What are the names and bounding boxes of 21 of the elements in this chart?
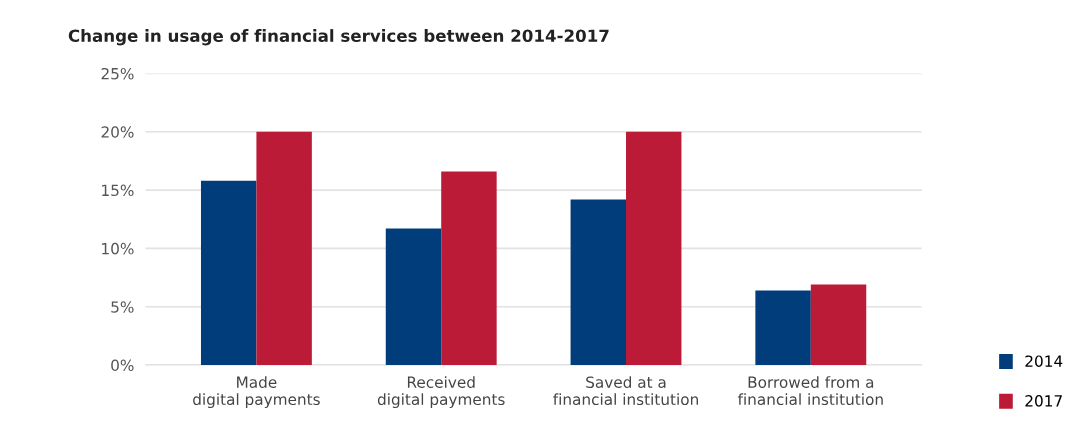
bar [626, 131, 682, 366]
bar [441, 171, 497, 366]
x-tick-label: Received digital payments [377, 376, 505, 409]
x-tick-label: Made digital payments [193, 376, 320, 409]
x-tick-label: Borrowed from a financial institution [737, 376, 883, 406]
bar [256, 131, 312, 366]
bar [810, 284, 867, 366]
legend-label: 2014 [1025, 355, 1063, 367]
x-tick-label: Saved at a financial institution [553, 376, 698, 406]
bar [200, 180, 257, 366]
y-tick-label: 25% [101, 67, 134, 80]
legend-label: 2017 [1025, 395, 1062, 407]
y-tick-label: 5% [111, 301, 134, 313]
y-tick-label: 10% [102, 242, 134, 255]
y-tick-label: 20% [101, 126, 134, 138]
y-tick-label: 15% [102, 184, 134, 197]
y-tick-label: 0% [111, 359, 134, 372]
chart-title: Change in usage of financial services between 2014-2017 [68, 29, 609, 46]
bar [755, 290, 811, 366]
bar [570, 199, 627, 366]
bar [385, 228, 442, 366]
